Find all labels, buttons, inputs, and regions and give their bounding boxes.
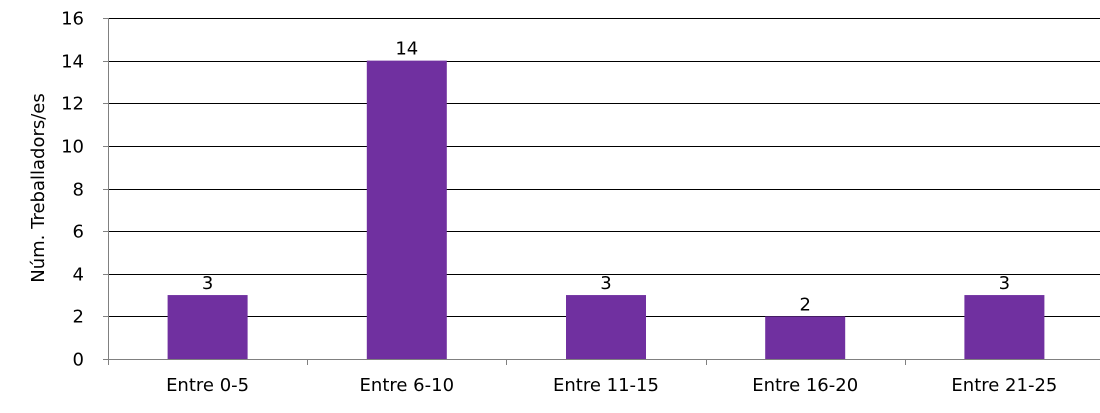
x-category-label: Entre 21-25 xyxy=(951,375,1057,396)
y-tick-label: 8 xyxy=(73,180,84,201)
y-tick-label: 14 xyxy=(61,52,84,73)
bar xyxy=(765,316,846,359)
bar xyxy=(566,295,646,359)
bar xyxy=(366,60,447,359)
data-label: 2 xyxy=(799,294,810,315)
y-tick-label: 12 xyxy=(61,94,84,115)
x-category-label: Entre 6-10 xyxy=(360,375,455,396)
x-category-labels: Entre 0-5 Entre 6-10 Entre 11-15 Entre 16-2… xyxy=(166,375,1057,396)
y-tick-label: 0 xyxy=(73,350,84,371)
y-tick-label: 16 xyxy=(61,9,84,30)
y-tick-label: 2 xyxy=(73,307,84,328)
axes xyxy=(103,18,1100,365)
x-category-label: Entre 16-20 xyxy=(752,375,858,396)
x-category-label: Entre 11-15 xyxy=(553,375,659,396)
data-label: 3 xyxy=(202,273,213,294)
bar xyxy=(167,295,248,359)
bar xyxy=(964,295,1045,359)
y-tick-label: 10 xyxy=(61,137,84,158)
x-category-label: Entre 0-5 xyxy=(166,375,249,396)
y-tick-label: 4 xyxy=(73,265,84,286)
data-label: 14 xyxy=(395,39,418,60)
y-tick-labels: 0 2 4 6 8 10 12 14 16 xyxy=(61,9,84,371)
data-label: 3 xyxy=(600,273,611,294)
gridlines xyxy=(108,18,1100,317)
y-tick-label: 6 xyxy=(73,222,84,243)
bars xyxy=(167,60,1045,359)
data-labels: 3 14 3 2 3 xyxy=(202,39,1010,316)
data-label: 3 xyxy=(999,273,1010,294)
y-axis-title: Núm. Treballadors/es xyxy=(28,93,49,283)
